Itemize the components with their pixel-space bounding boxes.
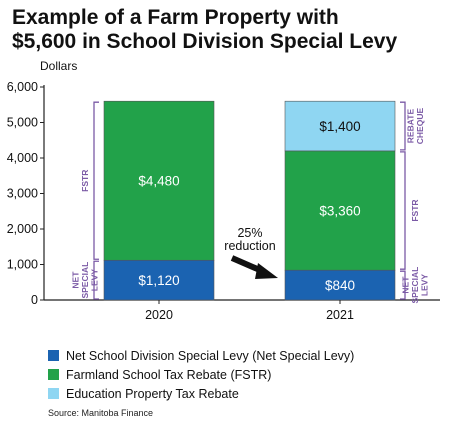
- bar-value-label: $4,480: [138, 174, 179, 189]
- bracket-line: [93, 101, 99, 260]
- bracket-line: [400, 270, 406, 300]
- y-tick-label: 5,000: [7, 116, 38, 130]
- bar-value-label: $840: [325, 278, 355, 293]
- bracket-line: [93, 260, 99, 300]
- annotation-line-1: 25%: [237, 226, 262, 240]
- source-note: Source: Manitoba Finance: [48, 408, 154, 418]
- bar-segment: [103, 259, 215, 301]
- bracket-label: REBATECHEQUE: [405, 108, 425, 145]
- bracket-label-line: CHEQUE: [415, 108, 425, 145]
- chart-title: Example of a Farm Property with $5,600 i…: [12, 6, 442, 54]
- bracket-label-line: NET: [401, 276, 411, 294]
- bar-segment: [284, 100, 396, 152]
- bracket-label-line: LEVY: [420, 274, 430, 297]
- y-tick-label: 3,000: [7, 187, 38, 201]
- bracket-label: NETSPECIALLEVY: [401, 267, 430, 304]
- legend-swatch-rebate: [48, 388, 59, 399]
- bracket-label-line: SPECIAL: [80, 262, 90, 299]
- legend-item-fstr: Farmland School Tax Rebate (FSTR): [48, 365, 354, 384]
- bracket-label: FSTR: [410, 199, 420, 221]
- y-tick-label: 0: [31, 293, 38, 307]
- y-tick-label: 2,000: [7, 222, 38, 236]
- bar-segment: [284, 150, 396, 271]
- legend-swatch-net-special-levy: [48, 350, 59, 361]
- bracket-line: [400, 151, 406, 270]
- bracket-label-line: FSTR: [410, 199, 420, 221]
- bracket-label-line: LEVY: [90, 269, 100, 292]
- bracket-label-line: SPECIAL: [410, 267, 420, 304]
- bar-value-label: $1,400: [319, 119, 360, 134]
- bracket-label-line: REBATE: [405, 109, 415, 144]
- bracket-label-line: NET: [71, 271, 81, 289]
- y-tick-label: 6,000: [7, 80, 38, 94]
- x-tick-label: 2021: [326, 308, 354, 322]
- chart-title-line-1: Example of a Farm Property with: [12, 6, 339, 29]
- bracket-label: NETSPECIALLEVY: [71, 262, 100, 299]
- chart-title-line-2: $5,600 in School Division Special Levy: [12, 30, 398, 53]
- legend-label-rebate: Education Property Tax Rebate: [66, 386, 239, 401]
- bracket-line: [400, 101, 406, 151]
- bar-segment: [103, 100, 215, 261]
- x-tick-label: 2020: [145, 308, 173, 322]
- reduction-arrow-head: [255, 263, 278, 279]
- bracket-label: FSTR: [80, 170, 90, 192]
- legend-item-net-special-levy: Net School Division Special Levy (Net Sp…: [48, 346, 354, 365]
- y-tick-label: 4,000: [7, 151, 38, 165]
- annotation-line-2: reduction: [224, 239, 275, 253]
- legend: Net School Division Special Levy (Net Sp…: [48, 346, 354, 403]
- bracket-label-line: FSTR: [80, 170, 90, 192]
- bar-value-label: $1,120: [138, 273, 179, 288]
- legend-item-rebate: Education Property Tax Rebate: [48, 384, 354, 403]
- legend-swatch-fstr: [48, 369, 59, 380]
- bar-segment: [284, 269, 396, 301]
- bar-value-label: $3,360: [319, 204, 360, 219]
- y-axis-unit: Dollars: [40, 59, 78, 73]
- legend-label-fstr: Farmland School Tax Rebate (FSTR): [66, 367, 272, 382]
- legend-label-net-special-levy: Net School Division Special Levy (Net Sp…: [66, 348, 355, 363]
- y-tick-label: 1,000: [7, 258, 38, 272]
